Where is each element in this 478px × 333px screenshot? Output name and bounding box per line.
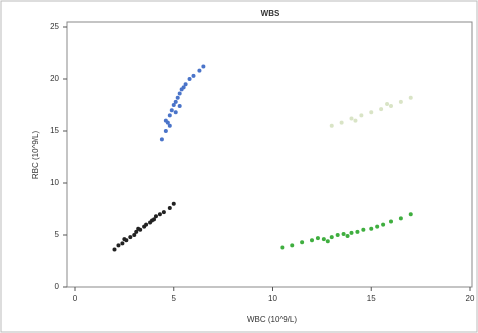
point <box>341 231 346 236</box>
y-axis-label: RBC (10^9/L) <box>31 131 40 180</box>
point <box>173 110 178 115</box>
point <box>310 238 314 243</box>
point <box>349 116 354 121</box>
x-tick-label: 15 <box>367 294 376 303</box>
point <box>134 229 139 234</box>
point <box>167 113 172 118</box>
y-tick-label: 20 <box>50 74 59 83</box>
point <box>173 99 178 104</box>
point <box>120 241 125 246</box>
point <box>315 236 320 241</box>
point <box>375 224 380 229</box>
y-tick-label: 5 <box>55 230 60 239</box>
y-tick-label: 25 <box>50 22 59 31</box>
point <box>398 216 403 221</box>
point <box>359 113 364 118</box>
point <box>132 233 137 237</box>
y-tick-label: 15 <box>50 126 59 135</box>
y-tick-label: 0 <box>55 282 60 291</box>
point <box>379 107 384 112</box>
point <box>321 237 326 242</box>
point <box>369 226 374 231</box>
point <box>150 218 155 223</box>
point <box>355 229 360 234</box>
plot-area <box>66 21 473 288</box>
point <box>201 64 206 69</box>
point <box>353 118 358 123</box>
point <box>177 104 182 109</box>
point <box>116 243 121 248</box>
chart-title: WBS <box>261 9 280 18</box>
point <box>169 108 174 113</box>
point <box>187 77 192 81</box>
x-tick-label: 5 <box>172 294 177 303</box>
point <box>112 247 117 252</box>
point <box>300 240 305 245</box>
point <box>329 235 334 240</box>
point <box>290 243 295 248</box>
point <box>177 91 182 96</box>
point <box>128 235 133 240</box>
point <box>159 137 164 142</box>
point <box>280 245 285 250</box>
point <box>183 82 188 87</box>
point <box>361 227 366 232</box>
point <box>153 214 158 219</box>
point <box>163 129 168 133</box>
y-tick-label: 10 <box>50 178 59 187</box>
point <box>345 234 350 239</box>
point <box>389 219 393 224</box>
point <box>181 85 186 90</box>
point <box>385 101 390 106</box>
point <box>381 222 386 227</box>
point <box>339 120 344 125</box>
point <box>197 68 202 73</box>
point <box>171 201 176 206</box>
point <box>167 123 172 128</box>
point <box>191 73 196 78</box>
point <box>349 230 354 235</box>
point <box>171 103 176 107</box>
point <box>335 233 340 237</box>
point <box>167 205 172 210</box>
point <box>163 118 168 123</box>
x-tick-label: 0 <box>73 294 78 303</box>
point <box>369 110 374 115</box>
point <box>408 212 413 217</box>
point <box>122 237 127 242</box>
point <box>136 226 141 231</box>
point <box>157 212 162 217</box>
point <box>408 95 413 100</box>
point <box>325 239 330 244</box>
point <box>329 123 334 128</box>
point <box>144 222 149 227</box>
point <box>161 210 166 215</box>
x-axis-label: WBC (10^9/L) <box>247 315 297 324</box>
point <box>398 99 403 104</box>
x-tick-label: 20 <box>466 294 475 303</box>
point <box>389 104 393 109</box>
point <box>175 95 180 100</box>
x-tick-label: 10 <box>268 294 277 303</box>
